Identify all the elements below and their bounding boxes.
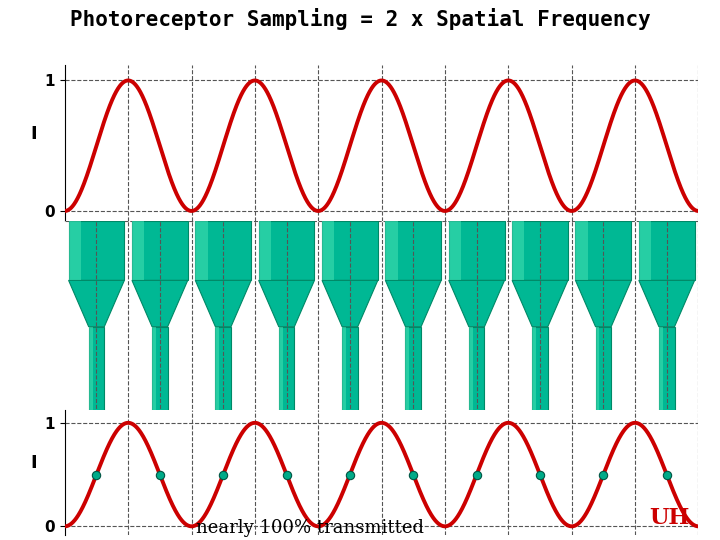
Polygon shape [342, 327, 346, 432]
Polygon shape [449, 221, 505, 280]
Point [471, 470, 482, 479]
Polygon shape [132, 221, 188, 280]
Point [91, 470, 102, 479]
Polygon shape [258, 280, 315, 327]
Polygon shape [659, 327, 663, 432]
Polygon shape [132, 221, 144, 280]
Polygon shape [575, 221, 588, 280]
Y-axis label: I: I [30, 455, 37, 472]
Polygon shape [195, 221, 207, 280]
Point [154, 470, 166, 479]
Point [661, 470, 672, 479]
Polygon shape [279, 327, 283, 432]
Polygon shape [215, 327, 220, 432]
Point [408, 470, 419, 479]
Y-axis label: I: I [30, 125, 37, 143]
Polygon shape [575, 221, 631, 280]
Polygon shape [532, 327, 536, 432]
Polygon shape [258, 221, 315, 280]
Point [598, 470, 609, 479]
Text: Photoreceptor Sampling = 2 x Spatial Frequency: Photoreceptor Sampling = 2 x Spatial Fre… [70, 8, 650, 30]
Polygon shape [258, 221, 271, 280]
Polygon shape [449, 280, 505, 327]
Text: UH: UH [649, 508, 690, 529]
Point [217, 470, 229, 479]
Polygon shape [152, 327, 168, 432]
Polygon shape [195, 221, 251, 280]
Polygon shape [659, 327, 675, 432]
Point [344, 470, 356, 479]
Polygon shape [532, 327, 548, 432]
Polygon shape [639, 221, 695, 280]
Polygon shape [342, 327, 358, 432]
Polygon shape [89, 327, 93, 432]
Polygon shape [575, 280, 631, 327]
Polygon shape [89, 327, 104, 432]
Polygon shape [322, 221, 378, 280]
Polygon shape [512, 280, 568, 327]
Polygon shape [279, 327, 294, 432]
Polygon shape [322, 221, 334, 280]
Point [281, 470, 292, 479]
Polygon shape [512, 221, 524, 280]
Polygon shape [469, 327, 473, 432]
Polygon shape [68, 221, 81, 280]
Polygon shape [322, 280, 378, 327]
Polygon shape [512, 221, 568, 280]
Polygon shape [152, 327, 156, 432]
Polygon shape [385, 221, 441, 280]
Polygon shape [195, 280, 251, 327]
Polygon shape [595, 327, 611, 432]
Polygon shape [639, 221, 651, 280]
Polygon shape [132, 280, 188, 327]
Polygon shape [449, 221, 461, 280]
Polygon shape [405, 327, 421, 432]
Polygon shape [68, 280, 125, 327]
Polygon shape [469, 327, 485, 432]
Polygon shape [385, 221, 397, 280]
Point [534, 470, 546, 479]
Polygon shape [215, 327, 231, 432]
Polygon shape [405, 327, 410, 432]
Polygon shape [385, 280, 441, 327]
Polygon shape [639, 280, 695, 327]
Polygon shape [595, 327, 600, 432]
Text: nearly 100% transmitted: nearly 100% transmitted [196, 519, 423, 537]
Polygon shape [68, 221, 125, 280]
